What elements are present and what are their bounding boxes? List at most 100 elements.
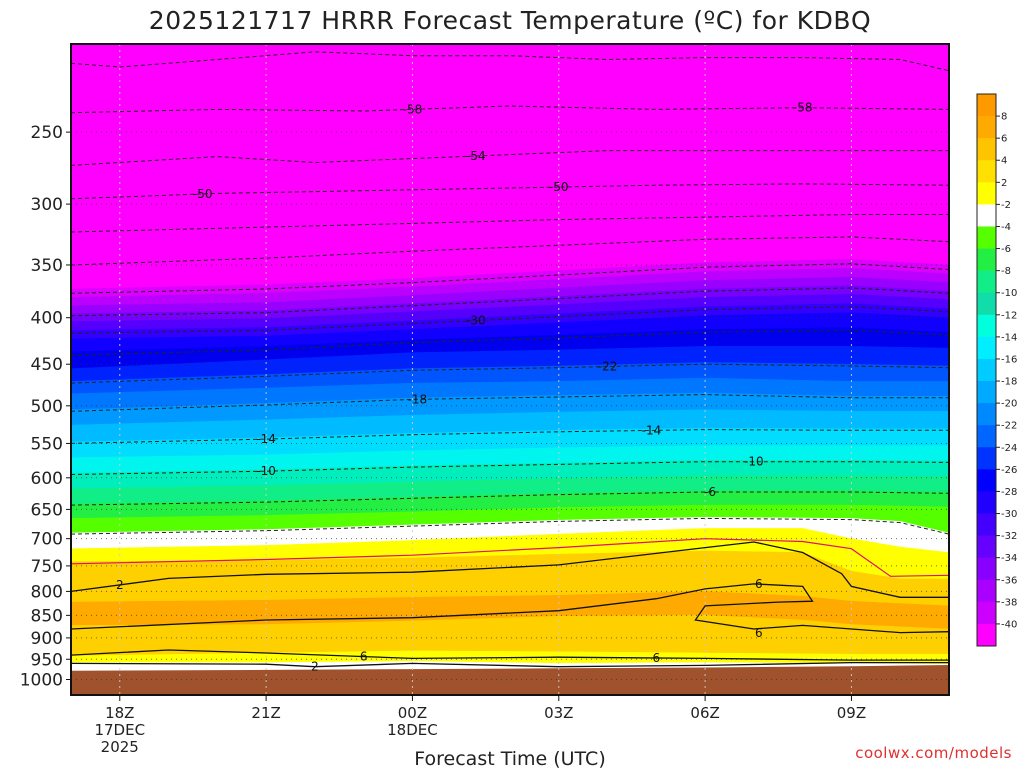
colorbar-swatch — [977, 579, 996, 603]
colorbar-label: -2 — [1001, 200, 1011, 211]
y-tick-label: 700 — [31, 530, 63, 550]
contour-line — [71, 394, 949, 412]
colorbar-swatch — [977, 381, 996, 404]
contour-line — [71, 583, 949, 634]
contour-line — [71, 517, 949, 535]
contour-line — [71, 429, 949, 444]
plot-frame — [70, 43, 950, 696]
contour-label: -54 — [466, 149, 486, 163]
x-tick-label: 03Z — [544, 704, 573, 722]
colorbar-swatch — [977, 513, 996, 537]
colorbar-label: -38 — [1001, 597, 1017, 608]
contour-label: 6 — [360, 650, 368, 664]
contour-line — [71, 363, 949, 384]
contour-label: -10 — [744, 455, 764, 469]
ground-fill — [71, 665, 949, 695]
colorbar-swatch — [977, 248, 996, 272]
colorbar-label: -8 — [1001, 266, 1011, 277]
contour-label: 6 — [755, 577, 763, 591]
x-tick-sublabel: 2025 — [101, 738, 139, 756]
colorbar-swatch — [977, 94, 996, 117]
colorbar-swatch — [977, 226, 996, 250]
contour-top — [71, 51, 949, 72]
contour-line — [71, 306, 949, 334]
colorbar-label: -30 — [1001, 509, 1017, 520]
colorbar-swatch — [977, 182, 996, 205]
colorbar-swatch — [977, 160, 996, 183]
colorbar-label: 6 — [1001, 134, 1007, 145]
colorbar-swatch — [977, 447, 996, 470]
colorbar: 8 6 4 2 -2 -4 -6 -8 -10 -12 -14 -16 -18 -20 -22 -24 -26 -… — [976, 93, 1017, 647]
colorbar-label: -26 — [1001, 465, 1017, 476]
colorbar-swatch — [977, 270, 996, 294]
colorbar-swatch — [977, 138, 996, 161]
contour-line — [71, 236, 949, 266]
y-tick-label: 500 — [31, 397, 63, 417]
y-tick-label: 350 — [31, 256, 63, 276]
contour-label: -14 — [642, 423, 662, 437]
y-tick-label: 400 — [31, 309, 63, 329]
contour-label: -50 — [193, 187, 213, 201]
colorbar-frame — [976, 93, 997, 647]
colorbar-label: -28 — [1001, 487, 1017, 498]
y-tick-label: 550 — [31, 434, 63, 454]
colorbar-label: -12 — [1001, 310, 1017, 321]
contour-label: -30 — [466, 314, 486, 328]
contour-label: 2 — [116, 578, 124, 592]
contour-line — [71, 541, 949, 598]
colorbar-label: 2 — [1001, 178, 1007, 189]
y-tick-label: 650 — [31, 500, 63, 520]
colorbar-swatch — [977, 116, 996, 139]
contour-label: -22 — [598, 360, 618, 374]
contour-label: -14 — [256, 432, 276, 446]
contour-label: 6 — [755, 626, 763, 640]
contour-line — [71, 491, 949, 506]
y-tick-label: 900 — [31, 629, 63, 649]
contour-label: -18 — [408, 392, 428, 406]
y-tick-label: 950 — [31, 650, 63, 670]
colorbar-label: -32 — [1001, 531, 1017, 542]
y-tick-label: 800 — [31, 582, 63, 602]
x-axis-label: Forecast Time (UTC) — [414, 748, 605, 768]
contour-line — [71, 661, 949, 668]
y-tick-label: 1000 — [20, 671, 63, 691]
contour-label: -58 — [793, 101, 813, 115]
credit-link[interactable]: coolwx.com/models — [855, 744, 1012, 762]
colorbar-swatch — [977, 314, 996, 338]
colorbar-swatch — [977, 292, 996, 316]
colorbar-swatch — [977, 557, 996, 581]
x-tick-sublabel: 17DEC — [94, 721, 145, 739]
y-tick-label: 250 — [31, 123, 63, 143]
y-tick-label: 300 — [31, 195, 63, 215]
colorbar-label: -24 — [1001, 443, 1017, 454]
plot-area — [71, 44, 949, 695]
y-axis: 250 300 350 400 450 500 550 600 650 700 750 800 850 9… — [20, 123, 71, 691]
colorbar-label: -40 — [1001, 619, 1017, 630]
x-tick-label: 00Z — [398, 704, 427, 722]
colorbar-swatch — [977, 623, 996, 647]
x-tick-label: 06Z — [690, 704, 719, 722]
y-tick-label: 750 — [31, 557, 63, 577]
colorbar-label: -20 — [1001, 399, 1017, 410]
contour-label: 6 — [653, 651, 661, 665]
contour-line — [71, 649, 949, 661]
colorbar-label: -34 — [1001, 553, 1017, 564]
colorbar-swatch — [977, 491, 996, 515]
colorbar-label: -18 — [1001, 377, 1017, 388]
x-tick-label: 09Z — [837, 704, 866, 722]
contour-lines: -58 -58 -54 -50 -50 -30 -22 -18 -14 -14 -10 -10 -6 2 6… — [71, 51, 949, 674]
colorbar-swatch — [977, 358, 996, 382]
contour-label: 2 — [311, 660, 319, 674]
colorbar-swatch — [977, 469, 996, 492]
colorbar-swatch — [977, 535, 996, 559]
colorbar-swatch — [977, 425, 996, 448]
colorbar-swatch — [977, 601, 996, 625]
contour-line — [71, 183, 949, 200]
contour-line — [71, 461, 949, 475]
colorbar-swatch — [977, 204, 996, 227]
colorbar-label: -4 — [1001, 222, 1011, 233]
contour-label: -6 — [704, 485, 716, 499]
colorbar-label: -6 — [1001, 244, 1011, 255]
